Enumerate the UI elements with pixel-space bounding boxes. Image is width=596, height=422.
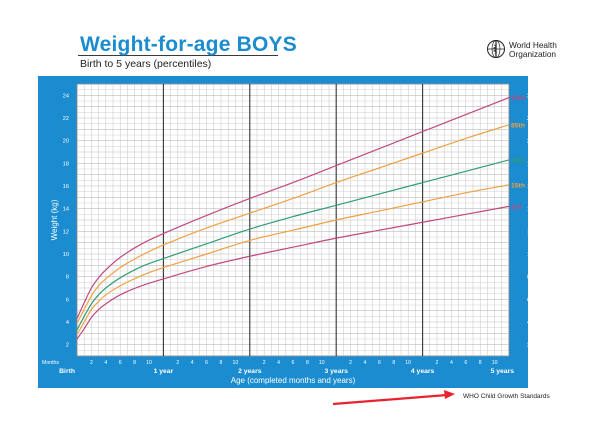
arrow-shaft bbox=[332, 393, 448, 406]
x-month-tick-label: 4 bbox=[364, 360, 367, 366]
arrow-head bbox=[444, 390, 455, 399]
page-title: Weight-for-age BOYS bbox=[80, 33, 297, 56]
y-tick-label: 14 bbox=[527, 207, 533, 213]
x-month-tick-label: 6 bbox=[464, 360, 467, 366]
x-year-tick-label: Birth bbox=[59, 368, 75, 375]
series-line-97th bbox=[76, 97, 510, 319]
x-month-tick-label: 4 bbox=[277, 360, 280, 366]
x-year-tick-label: 4 years bbox=[411, 368, 435, 375]
x-month-tick-label: 8 bbox=[220, 360, 223, 366]
series-label-97th: 97th bbox=[511, 95, 525, 102]
series-line-15th bbox=[76, 184, 510, 335]
x-month-tick-label: 10 bbox=[319, 360, 325, 366]
series-label-3rd: 3rd bbox=[511, 204, 522, 211]
series-label-50th: 50th bbox=[511, 157, 525, 164]
x-month-tick-label: 6 bbox=[119, 360, 122, 366]
x-month-tick-label: 2 bbox=[176, 360, 179, 366]
x-month-tick-label: 8 bbox=[392, 360, 395, 366]
y-tick-label: 16 bbox=[527, 184, 533, 190]
y-tick-label: 14 bbox=[63, 207, 69, 213]
y-tick-label: 18 bbox=[63, 161, 69, 167]
y-tick-label: 2 bbox=[66, 343, 69, 349]
x-month-tick-label: 2 bbox=[90, 360, 93, 366]
y-tick-label: 4 bbox=[527, 320, 530, 326]
title-underline bbox=[78, 55, 278, 56]
y-tick-label: 8 bbox=[66, 275, 69, 281]
x-month-tick-label: 10 bbox=[146, 360, 152, 366]
y-tick-label: 2 bbox=[527, 343, 530, 349]
x-month-tick-label: 6 bbox=[292, 360, 295, 366]
who-emblem-icon bbox=[487, 40, 505, 58]
y-tick-label: 10 bbox=[527, 252, 533, 258]
organization-name-line2: Organization bbox=[509, 49, 557, 59]
x-month-tick-label: 2 bbox=[349, 360, 352, 366]
y-tick-label: 22 bbox=[63, 116, 69, 122]
y-tick-label: 10 bbox=[63, 252, 69, 258]
y-tick-label: 24 bbox=[527, 93, 533, 99]
y-axis-label: Weight (kg) bbox=[50, 199, 59, 240]
footer-note: WHO Child Growth Standards bbox=[463, 393, 550, 400]
organization-name: World Health Organization bbox=[509, 41, 569, 59]
y-tick-label: 8 bbox=[527, 275, 530, 281]
x-month-tick-label: 10 bbox=[492, 360, 498, 366]
y-tick-label: 20 bbox=[63, 139, 69, 145]
x-month-tick-label: 4 bbox=[450, 360, 453, 366]
y-tick-label: 16 bbox=[63, 184, 69, 190]
series-label-85th: 85th bbox=[511, 122, 525, 129]
series-line-85th bbox=[76, 124, 510, 324]
series-line-50th bbox=[76, 159, 510, 331]
page-subtitle: Birth to 5 years (percentiles) bbox=[80, 58, 212, 70]
x-year-tick-label: 3 years bbox=[324, 368, 348, 375]
grid-lines bbox=[76, 83, 510, 357]
y-tick-label: 6 bbox=[66, 297, 69, 303]
x-year-tick-label: 1 year bbox=[154, 368, 174, 375]
x-month-tick-label: 4 bbox=[191, 360, 194, 366]
x-axis: 2 4 6 8 10 2 4 6 8 10 2 4 6 8 10 2 4 6 8 10 2 4 6 8 10 Birth 1 yea… bbox=[59, 360, 514, 375]
x-month-tick-label: 6 bbox=[378, 360, 381, 366]
x-month-tick-label: 2 bbox=[436, 360, 439, 366]
y-tick-label: 12 bbox=[527, 229, 533, 235]
series-line-3rd bbox=[76, 205, 510, 340]
months-label: Months bbox=[42, 360, 59, 366]
organization-name-line1: World Health bbox=[509, 40, 557, 50]
y-tick-label: 18 bbox=[527, 161, 533, 167]
x-axis-label: Age (completed months and years) bbox=[231, 376, 356, 385]
y-tick-label: 20 bbox=[527, 139, 533, 145]
x-month-tick-label: 6 bbox=[205, 360, 208, 366]
y-tick-label: 22 bbox=[527, 116, 533, 122]
percentile-curves bbox=[76, 97, 510, 340]
y-tick-label: 4 bbox=[66, 320, 69, 326]
x-month-tick-label: 10 bbox=[233, 360, 239, 366]
y-tick-label: 12 bbox=[63, 229, 69, 235]
series-label-15th: 15th bbox=[511, 182, 525, 189]
x-month-tick-label: 8 bbox=[479, 360, 482, 366]
x-month-tick-label: 8 bbox=[133, 360, 136, 366]
x-year-tick-label: 5 years bbox=[491, 368, 515, 375]
x-month-tick-label: 4 bbox=[104, 360, 107, 366]
x-month-tick-label: 10 bbox=[405, 360, 411, 366]
y-tick-label: 6 bbox=[527, 297, 530, 303]
y-tick-label: 24 bbox=[63, 93, 69, 99]
x-year-tick-label: 2 years bbox=[238, 368, 262, 375]
x-month-tick-label: 8 bbox=[306, 360, 309, 366]
x-month-tick-label: 2 bbox=[263, 360, 266, 366]
percentile-labels: 97th 85th 50th 15th 3rd bbox=[511, 95, 525, 211]
